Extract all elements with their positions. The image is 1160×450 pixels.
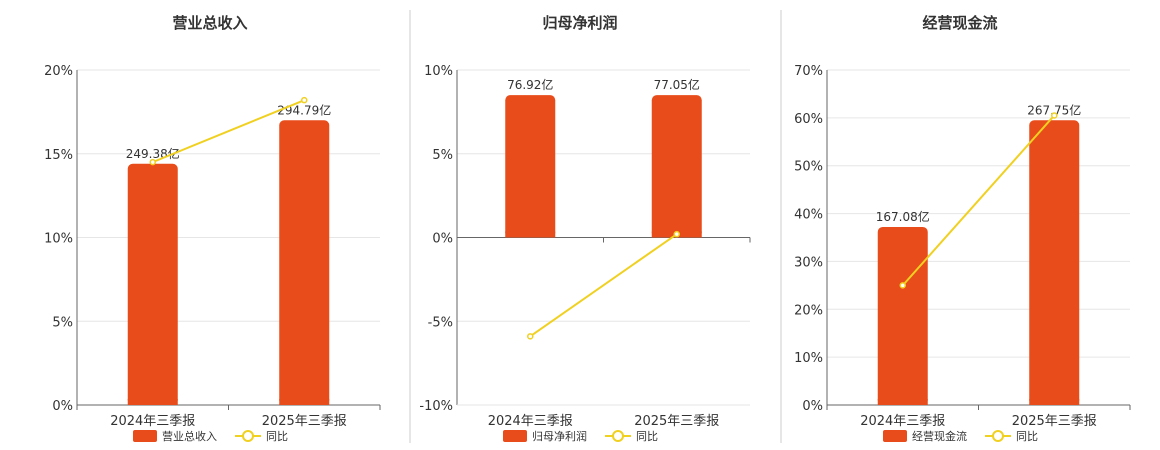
x-category-label: 2025年三季报 [634,414,719,429]
chart-panel-2: 归母净利润 10% 5% 0% -5% -10% 2024年三季报 2025年三季报 76.92… [409,10,751,443]
yoy-point [301,96,308,104]
yoy-point [899,282,906,289]
bar-data-label: 267.75亿 [1027,102,1081,117]
bar [279,120,330,405]
legend-line-marker [612,430,624,442]
bar-data-label: 294.79亿 [277,102,331,117]
y-tick-label: 0% [802,399,823,414]
yoy-line [902,114,1055,287]
y-tick-label: 15% [44,148,73,163]
y-tick-label: 20% [794,303,823,318]
bar-base [877,399,928,405]
legend-bar-swatch [503,430,527,442]
bar-base [1029,399,1080,405]
legend: 经营现金流 同比 [883,429,1038,443]
y-tick-label: 20% [44,64,73,79]
y-tick-label: 10% [794,351,823,366]
legend-line-marker [992,430,1004,442]
yoy-point [1051,112,1058,119]
y-tick-label: 70% [794,64,823,79]
legend-bar-swatch [133,430,157,442]
y-tick-label: 10% [44,232,73,247]
chart-title: 经营现金流 [922,14,997,32]
legend: 归母净利润 同比 [503,429,658,443]
legend-bar-swatch [883,430,907,442]
x-category-label: 2025年三季报 [1012,414,1097,429]
y-tick-label: 60% [794,112,823,127]
y-tick-label: 10% [424,64,453,79]
bar-base [279,399,330,405]
chart-title: 营业总收入 [172,14,247,32]
bar [1029,120,1080,405]
bar-data-label: 167.08亿 [876,209,930,224]
chart-panel-3: 经营现金流 70% 60% 50% 40% 30% 20% 10% 0% 2024年三季报 2025… [780,10,1131,443]
y-tick-label: 30% [794,255,823,270]
legend-line-label: 同比 [1016,430,1038,443]
yoy-line [152,99,305,164]
x-category-label: 2024年三季报 [110,414,195,429]
x-category-label: 2024年三季报 [488,414,573,429]
y-tick-label: 0% [432,232,453,247]
y-tick-label: 40% [794,208,823,223]
legend-bar-label: 经营现金流 [912,429,967,443]
x-category-label: 2025年三季报 [262,414,347,429]
yoy-point [673,230,680,238]
chart-title: 归母净利润 [542,14,617,32]
bar-data-label: 77.05亿 [654,77,700,92]
x-category-label: 2024年三季报 [860,414,945,429]
y-tick-label: -5% [428,315,453,330]
legend: 营业总收入 同比 [133,429,288,443]
bar-base [127,399,178,405]
bar [505,95,556,238]
legend-bar-label: 归母净利润 [532,429,587,443]
bar [877,226,928,405]
legend-line-label: 同比 [636,430,658,443]
yoy-point [149,158,156,166]
y-tick-label: 0% [52,399,73,414]
legend-line-label: 同比 [266,430,288,443]
bar [127,163,178,405]
bar [651,95,702,238]
y-tick-label: -10% [419,399,453,414]
legend-bar-label: 营业总收入 [162,429,217,443]
chart-panel-1: 营业总收入 20% 15% 10% 5% 0% 2024年三季报 2025年三季报 249.38… [44,14,381,443]
y-tick-label: 5% [52,315,73,330]
bar-base [505,231,556,238]
y-tick-label: 5% [432,148,453,163]
yoy-line [529,233,678,338]
y-tick-label: 50% [794,160,823,175]
bar-data-label: 249.38亿 [126,146,180,161]
legend-line-marker [242,430,254,442]
bar-data-label: 76.92亿 [507,77,553,92]
yoy-point [527,333,534,340]
